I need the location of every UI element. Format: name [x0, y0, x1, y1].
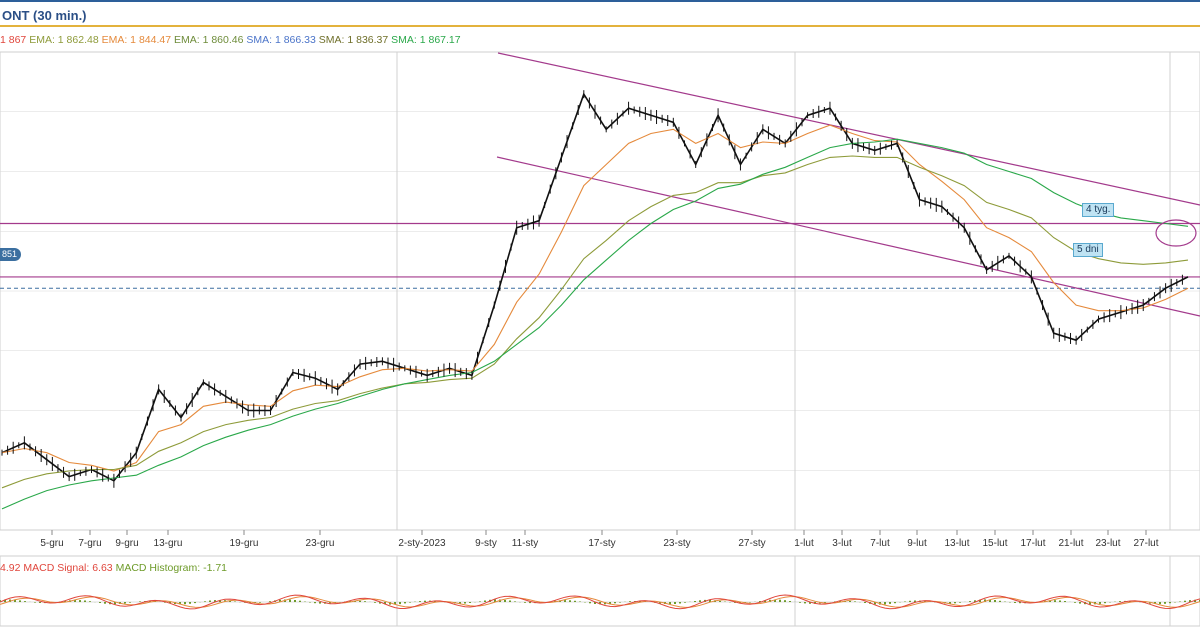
x-tick-label: 3-lut [832, 538, 852, 549]
price-tag: 851 [0, 248, 22, 261]
legend-item-4: SMA: 1 866.33 [246, 34, 316, 46]
channel-lower-line [496, 156, 1200, 317]
x-tick-label: 13-gru [154, 538, 183, 549]
x-tick-label: 5-gru [40, 538, 63, 549]
x-tick-label: 23-gru [306, 538, 335, 549]
days-label: 5 dni [1073, 243, 1103, 257]
x-tick-label: 23-lut [1095, 538, 1120, 549]
channel-upper-line [497, 52, 1200, 206]
x-tick-label: 17-lut [1020, 538, 1045, 549]
indicator-legend: 1 867 EMA: 1 862.48 EMA: 1 844.47 EMA: 1… [0, 34, 461, 46]
x-tick-label: 17-sty [588, 538, 615, 549]
x-tick-label: 27-sty [738, 538, 765, 549]
x-tick-label: 21-lut [1058, 538, 1083, 549]
x-tick-label: 23-sty [663, 538, 690, 549]
macd-legend: 4.92 MACD Signal: 6.63 MACD Histogram: -… [0, 562, 227, 574]
title-bar: ONT (30 min.) [0, 0, 1200, 27]
x-tick-label: 13-lut [944, 538, 969, 549]
x-tick-label: 2-sty-2023 [398, 538, 446, 549]
macd-legend-item-0: 4.92 [0, 562, 21, 574]
legend-item-3: EMA: 1 860.46 [173, 34, 244, 46]
series-line-3 [1, 138, 1189, 510]
legend-item-0: 1 867 [0, 34, 27, 46]
chart-title: ONT (30 min.) [2, 8, 87, 23]
legend-item-5: SMA: 1 836.37 [318, 34, 389, 46]
series-line-1 [1, 124, 1189, 472]
macd-line [0, 594, 1200, 610]
x-tick-label: 7-gru [78, 538, 101, 549]
x-tick-label: 9-sty [475, 538, 497, 549]
macd-legend-item-2: MACD Histogram: -1.71 [115, 562, 228, 574]
x-tick-label: 9-lut [907, 538, 927, 549]
x-tick-label: 1-lut [794, 538, 814, 549]
x-tick-label: 9-gru [115, 538, 138, 549]
x-tick-label: 27-lut [1133, 538, 1158, 549]
x-tick-label: 7-lut [870, 538, 890, 549]
series-line-2 [1, 155, 1189, 489]
legend-item-6: SMA: 1 867.17 [391, 34, 461, 46]
legend-item-1: EMA: 1 862.48 [29, 34, 99, 46]
week-label: 4 tyg. [1082, 203, 1115, 217]
legend-item-2: EMA: 1 844.47 [101, 34, 172, 46]
x-tick-label: 15-lut [982, 538, 1007, 549]
x-tick-label: 19-gru [230, 538, 259, 549]
highlight-ellipse [1155, 219, 1197, 247]
macd-panel [0, 555, 1200, 627]
macd-legend-item-1: MACD Signal: 6.63 [23, 562, 113, 574]
x-tick-label: 11-sty [512, 538, 539, 549]
